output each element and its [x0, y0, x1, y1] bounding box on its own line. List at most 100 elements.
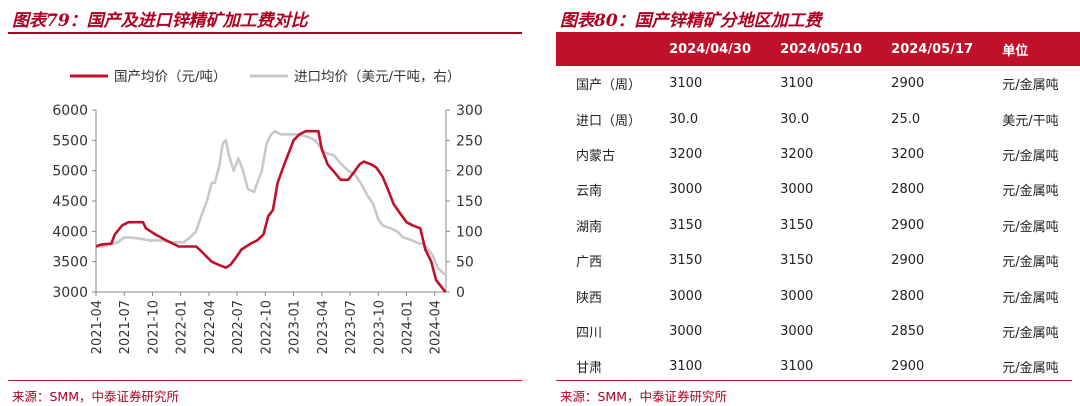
table-cell: 3100	[780, 76, 814, 92]
table-row-label: 四川	[576, 325, 603, 341]
table-row-label: 甘肃	[576, 361, 603, 377]
table-row-label: 陕西	[576, 290, 603, 306]
y-right-tick-label: 50	[456, 255, 474, 271]
right-bottom-rule	[556, 380, 1072, 381]
x-tick-label: 2022-04	[203, 300, 218, 354]
table-cell: 3000	[669, 182, 703, 198]
chart-axes: 3000 3500 4000 4500 5000 5500 6000 0 50 100 150 200…	[52, 103, 482, 354]
table-row-label: 湖南	[576, 219, 603, 235]
x-tick-label: 2023-07	[344, 300, 359, 354]
x-tick-label: 2022-07	[231, 300, 246, 354]
x-tick-label: 2024-04	[429, 300, 444, 354]
table-cell: 元/金属吨	[1002, 184, 1059, 200]
left-source-note: 来源：SMM，中泰证券研究所	[12, 389, 180, 404]
table-cell: 3200	[669, 146, 703, 162]
table-cell: 30.0	[780, 111, 810, 127]
table-cell: 3150	[780, 217, 814, 233]
table-row: 湖南 3150 3150 2900 元/金属吨	[556, 208, 1080, 243]
table-row: 内蒙古 3200 3200 3200 元/金属吨	[556, 137, 1080, 172]
table-row-label: 内蒙古	[576, 148, 616, 164]
table-row-label: 国产（周）	[576, 78, 642, 94]
table-cell: 3150	[780, 253, 814, 269]
y-left-tick-label: 6000	[52, 103, 88, 119]
left-chart-panel: 图表79：国产及进口锌精矿加工费对比 国产均价（元/吨） 进口均价（美元/干吨，右…	[0, 0, 530, 406]
table-row-label: 云南	[576, 184, 603, 200]
y-left-tick-label: 5000	[52, 164, 88, 180]
series-line-domestic	[95, 129, 447, 293]
right-source-note: 来源：SMM，中泰证券研究所	[560, 389, 728, 404]
table-cell: 3000	[669, 323, 703, 339]
series-line-imported	[96, 129, 447, 276]
table-row: 广西 3150 3150 2900 元/金属吨	[556, 243, 1080, 278]
x-tick-label: 2022-01	[175, 300, 190, 354]
table-cell: 3150	[669, 253, 703, 269]
table-cell: 2900	[891, 253, 925, 269]
table-cell: 2800	[891, 288, 925, 304]
table-cell: 元/金属吨	[1002, 361, 1059, 377]
table-cell: 3000	[780, 288, 814, 304]
y-left-tick-label: 4500	[52, 194, 88, 210]
table-row: 甘肃 3100 3100 2900 元/金属吨	[556, 349, 1080, 384]
table-row: 陕西 3000 3000 2800 元/金属吨	[556, 278, 1080, 313]
table-header-cell: 2024/05/17	[883, 32, 995, 66]
x-tick-label: 2021-10	[146, 300, 161, 354]
table-cell: 美元/干吨	[1002, 113, 1059, 129]
table-cell: 元/金属吨	[1002, 78, 1059, 94]
table-header-cell	[556, 32, 662, 66]
y-left-tick-label: 3000	[52, 285, 88, 301]
table-cell: 元/金属吨	[1002, 290, 1059, 306]
x-tick-label: 2021-04	[90, 300, 105, 354]
y-right-tick-label: 200	[456, 164, 483, 180]
table-header-cell: 2024/04/30	[661, 32, 773, 66]
table-row: 四川 3000 3000 2850 元/金属吨	[556, 314, 1080, 349]
table-cell: 3150	[669, 217, 703, 233]
x-tick-label: 2022-10	[259, 300, 274, 354]
table-row-label: 广西	[576, 255, 603, 271]
y-left-tick-label: 3500	[52, 255, 88, 271]
x-tick-label: 2024-01	[400, 300, 415, 354]
x-tick-label: 2023-04	[316, 300, 331, 354]
table-cell: 3100	[780, 359, 814, 375]
table-header-cell: 单位	[994, 32, 1080, 66]
y-left-tick-label: 4000	[52, 224, 88, 240]
table-cell: 2800	[891, 182, 925, 198]
table-cell: 3000	[669, 288, 703, 304]
left-chart-title: 图表79：国产及进口锌精矿加工费对比	[12, 11, 308, 31]
table-cell: 2850	[891, 323, 925, 339]
fee-table: 2024/04/30 2024/05/10 2024/05/17 单位 国产（周） 31…	[556, 32, 1080, 385]
y-left-tick-label: 5500	[52, 133, 88, 149]
table-row: 云南 3000 3000 2800 元/金属吨	[556, 172, 1080, 207]
table-row: 进口（周） 30.0 30.0 25.0 美元/干吨	[556, 101, 1080, 136]
x-tick-label: 2023-01	[288, 300, 303, 354]
table-header-row: 2024/04/30 2024/05/10 2024/05/17 单位	[556, 32, 1080, 66]
y-right-tick-label: 300	[456, 103, 483, 119]
table-cell: 2900	[891, 359, 925, 375]
table-cell: 元/金属吨	[1002, 255, 1059, 271]
table-cell: 3200	[780, 146, 814, 162]
chart-legend: 国产均价（元/吨） 进口均价（美元/干吨，右）	[70, 69, 461, 85]
legend-label-domestic: 国产均价（元/吨）	[114, 69, 227, 85]
table-cell: 25.0	[891, 111, 921, 127]
right-table-panel: 图表80：国产锌精矿分地区加工费 2024/04/30 2024/05/10 202…	[548, 0, 1080, 406]
table-cell: 3100	[669, 359, 703, 375]
table-row: 国产（周） 3100 3100 2900 元/金属吨	[556, 66, 1080, 101]
line-chart: 国产均价（元/吨） 进口均价（美元/干吨，右） 30003500400045005…	[52, 69, 482, 354]
table-cell: 3000	[780, 182, 814, 198]
y-right-tick-label: 150	[456, 194, 483, 210]
table-header-cell: 2024/05/10	[772, 32, 884, 66]
table-cell: 元/金属吨	[1002, 148, 1059, 164]
table-cell: 3200	[891, 146, 925, 162]
table-cell: 2900	[891, 217, 925, 233]
x-tick-label: 2021-07	[118, 300, 133, 354]
y-right-tick-label: 250	[456, 133, 483, 149]
right-table-title: 图表80：国产锌精矿分地区加工费	[560, 11, 822, 31]
left-title-rule	[8, 32, 522, 34]
chart-series	[95, 129, 447, 293]
table-cell: 30.0	[669, 111, 699, 127]
x-tick-label: 2023-10	[372, 300, 387, 354]
table-row-label: 进口（周）	[576, 113, 642, 129]
table-cell: 元/金属吨	[1002, 219, 1059, 235]
y-right-tick-label: 0	[456, 285, 465, 301]
table-cell: 3000	[780, 323, 814, 339]
table-cell: 2900	[891, 76, 925, 92]
